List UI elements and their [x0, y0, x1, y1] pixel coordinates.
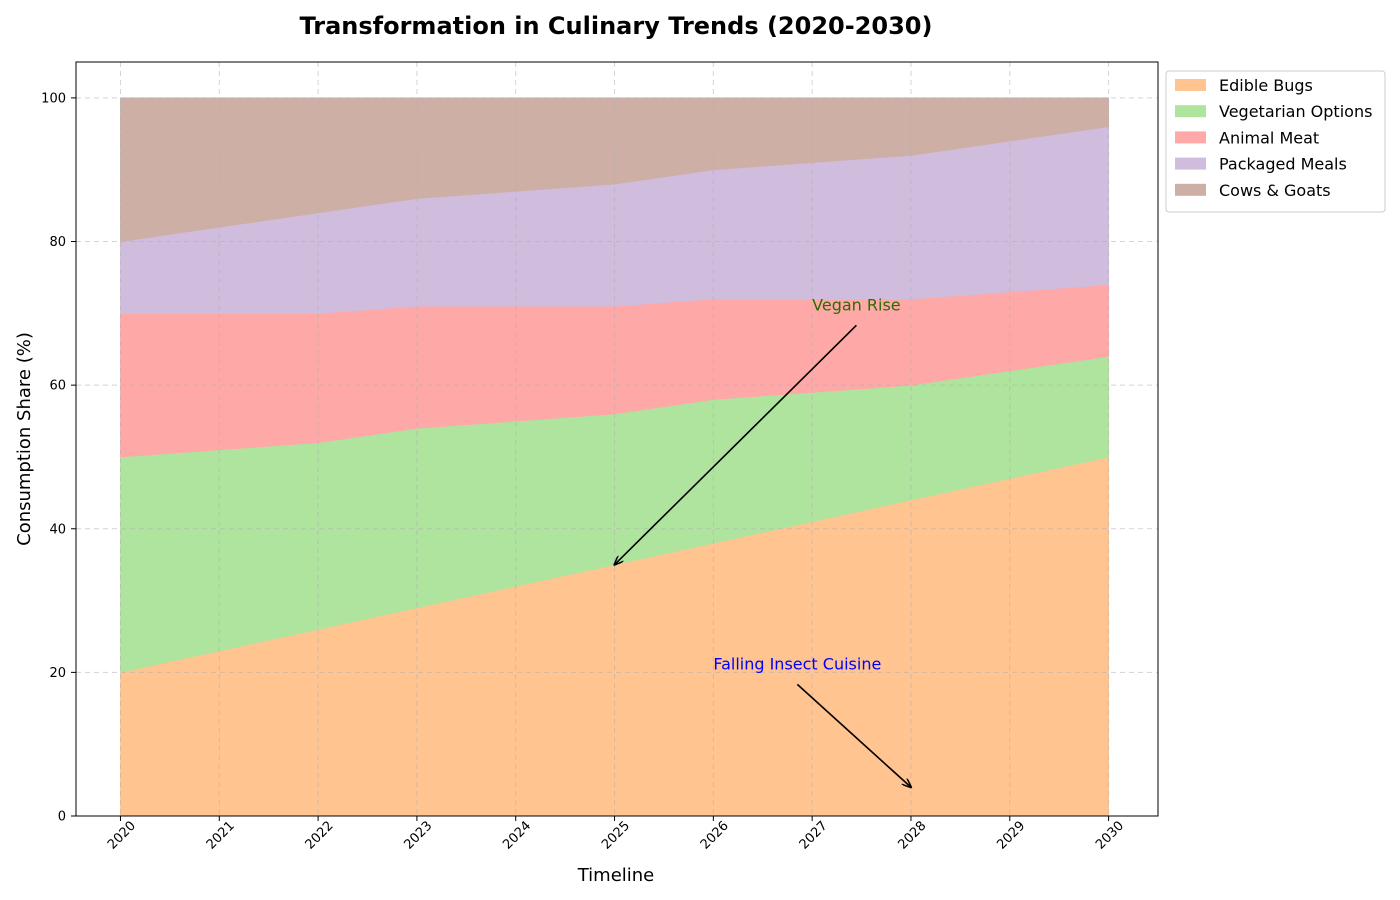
legend-swatch-packaged-meals	[1175, 157, 1206, 170]
legend-swatch-edible-bugs	[1175, 79, 1206, 91]
legend-box	[1165, 70, 1386, 213]
x-tick-label: 2028	[895, 819, 929, 853]
annotation-arrow	[796, 683, 911, 787]
x-tick-label: 2030	[1093, 819, 1127, 853]
x-tick-label: 2027	[797, 819, 831, 853]
y-tick-label: 0	[58, 810, 66, 825]
legend-swatch-cows-goats	[1175, 183, 1206, 196]
x-tick-label: 2022	[303, 819, 337, 853]
legend-label-cows-goats: Cows & Goats	[1219, 181, 1331, 200]
legend-label-packaged-meals: Packaged Meals	[1219, 155, 1347, 174]
y-tick-label: 60	[49, 379, 66, 394]
y-tick-label: 20	[49, 666, 66, 681]
legend: Edible Bugs Vegetarian Options Animal Meat…	[1165, 70, 1386, 213]
legend-label-animal-meat: Animal Meat	[1219, 128, 1319, 147]
plot-frame	[75, 61, 1159, 817]
y-axis-label: Consumption Share (%)	[14, 332, 35, 546]
y-tick-label: 80	[49, 235, 66, 250]
y-tick-label: 100	[41, 91, 66, 106]
annotation-text: Vegan Rise	[812, 295, 900, 314]
x-tick-label: 2025	[599, 819, 633, 853]
x-tick-label: 2024	[500, 819, 534, 853]
annotation-text: Falling Insect Cuisine	[713, 654, 881, 673]
x-tick-label: 2021	[204, 819, 238, 853]
legend-swatch-vegetarian-options	[1175, 105, 1206, 118]
legend-label-edible-bugs: Edible Bugs	[1219, 76, 1313, 95]
plot-area: 2020 2021 2022 2023 2024 2025 2026 2027 2028 2029…	[41, 61, 1159, 853]
x-tick-label: 2029	[994, 819, 1028, 853]
x-tick-label: 2023	[401, 819, 435, 853]
legend-label-vegetarian-options: Vegetarian Options	[1219, 102, 1372, 121]
y-tick-label: 40	[49, 522, 66, 537]
x-tick-label: 2026	[698, 819, 732, 853]
annotation-arrow	[615, 324, 857, 564]
legend-swatch-animal-meat	[1175, 131, 1206, 144]
chart-title: Transformation in Culinary Trends (2020-…	[300, 12, 933, 40]
x-axis-label: Timeline	[577, 865, 655, 886]
x-tick-label: 2020	[105, 819, 139, 853]
